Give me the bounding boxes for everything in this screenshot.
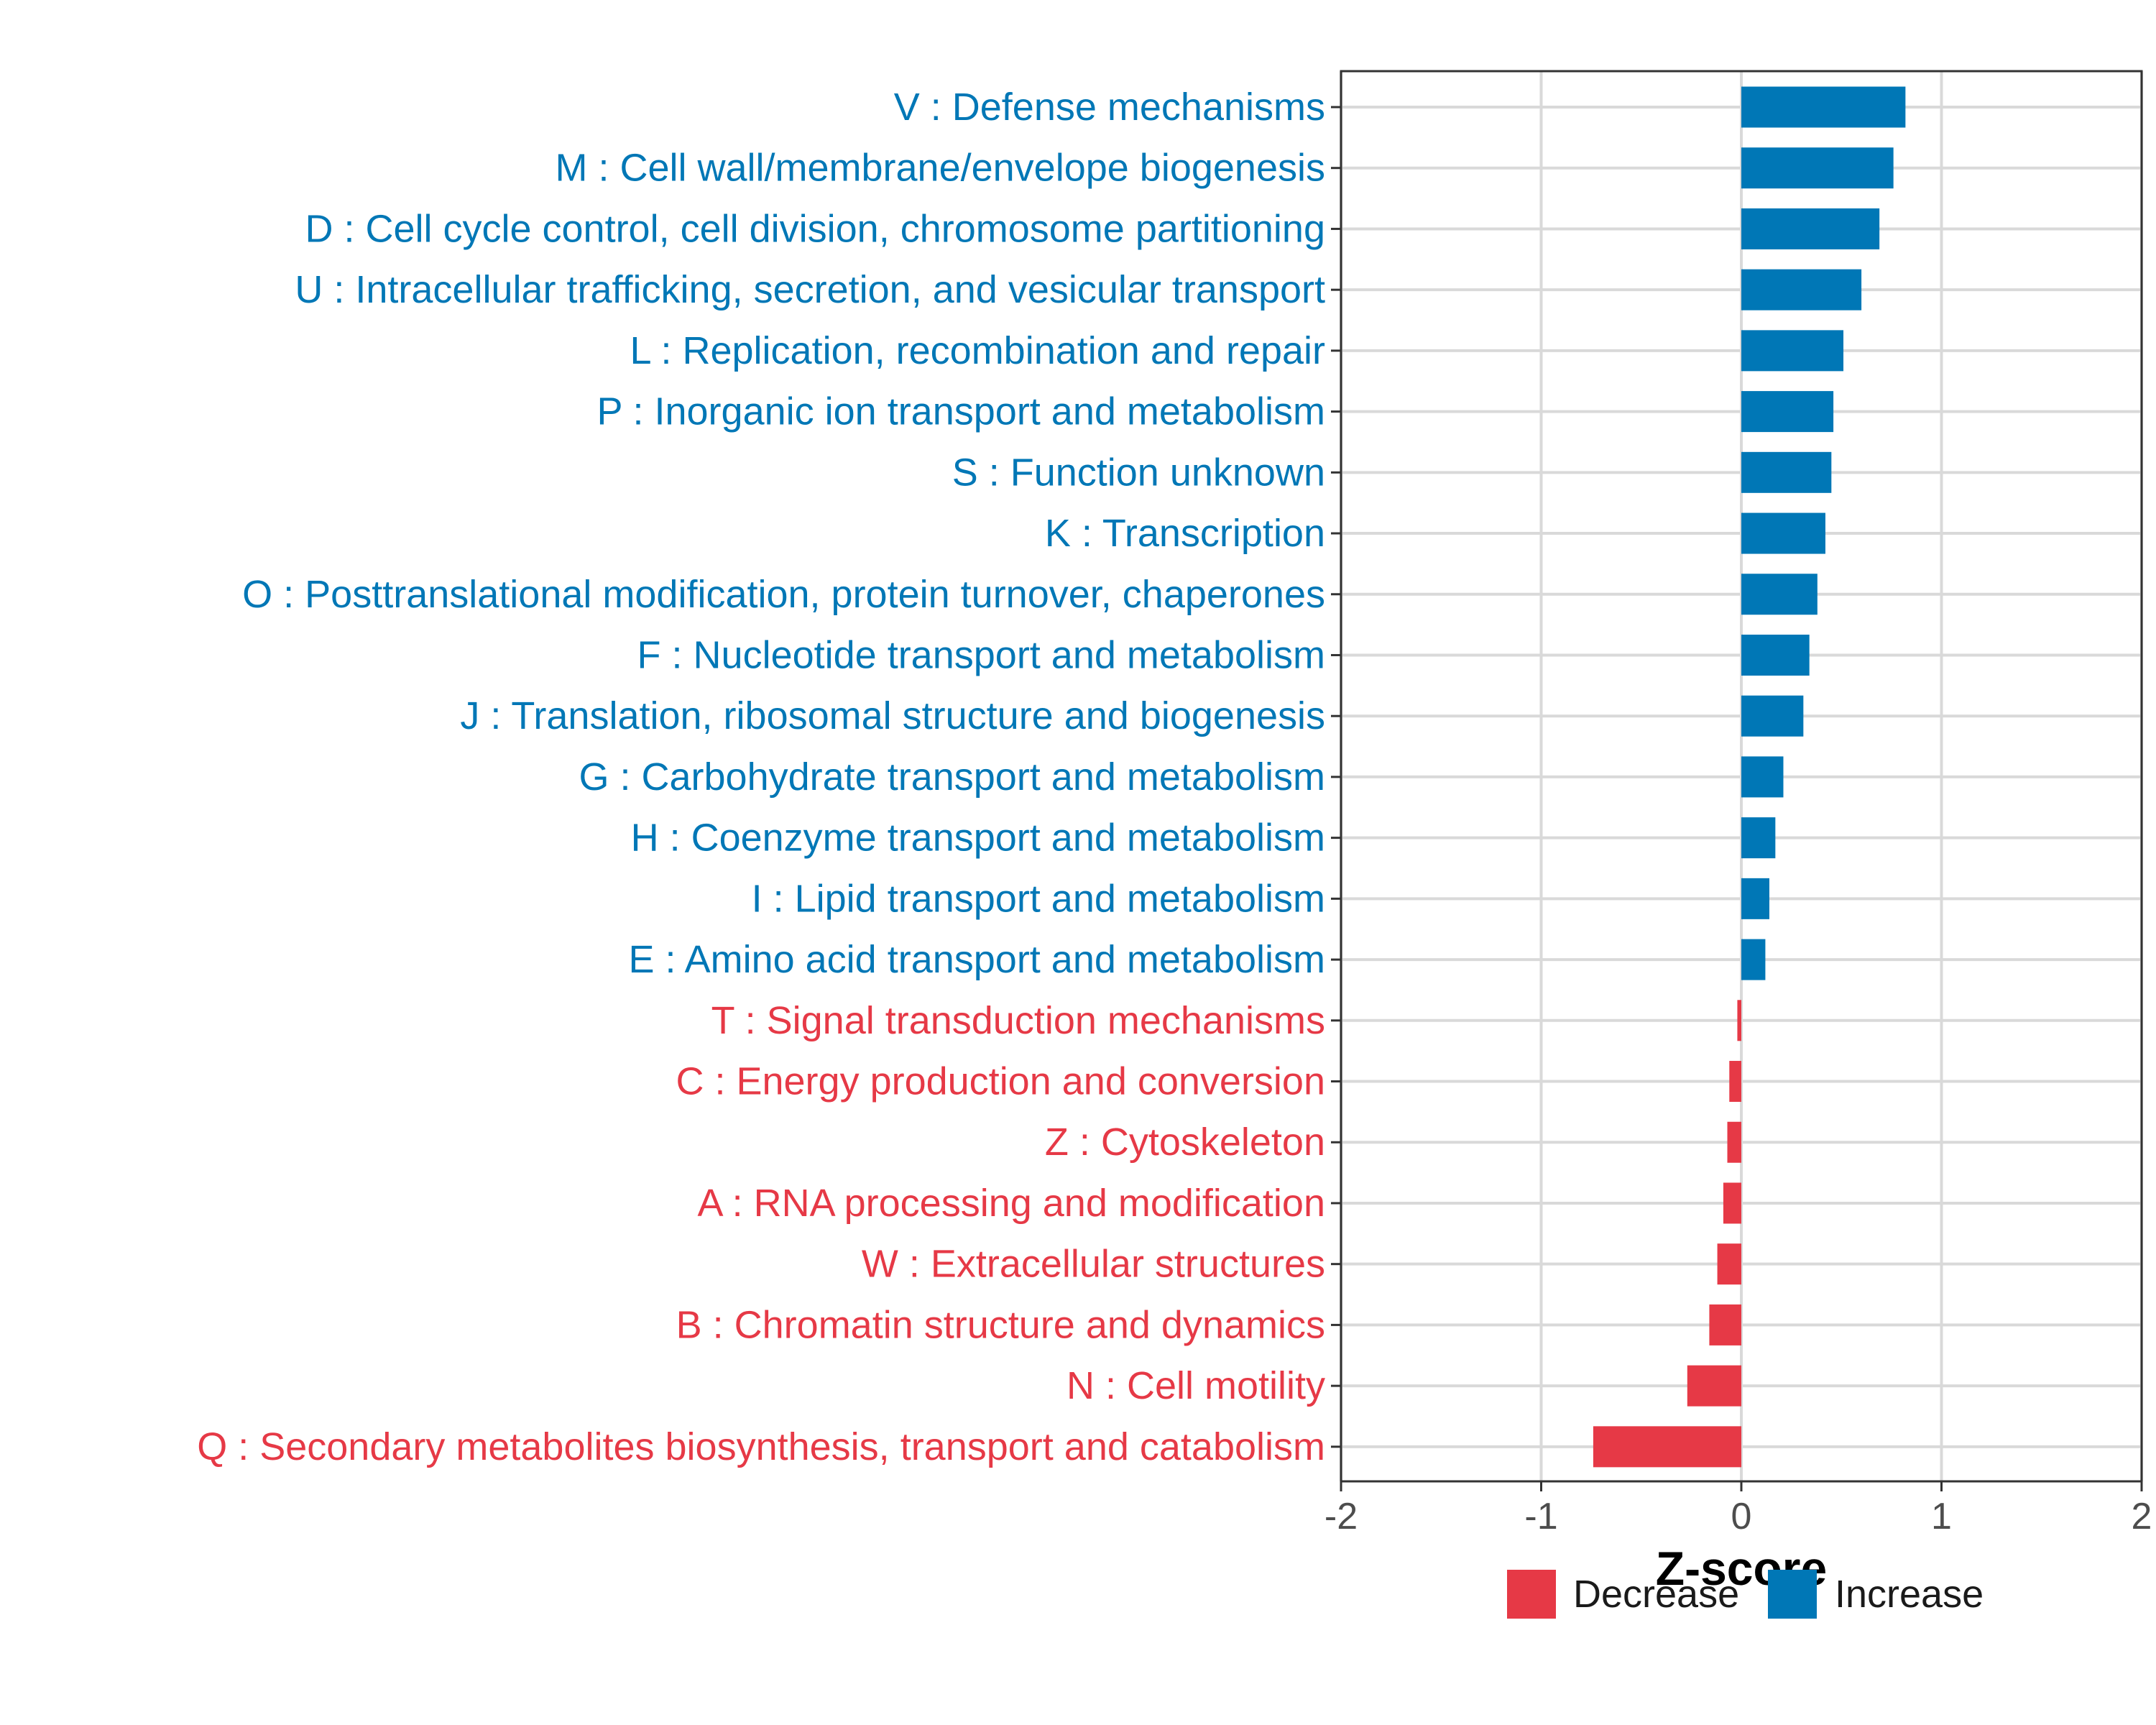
category-label: S : Function unknown xyxy=(952,451,1325,494)
legend-label: Decrease xyxy=(1573,1573,1739,1616)
category-label: L : Replication, recombination and repai… xyxy=(630,329,1325,372)
bar xyxy=(1741,695,1804,737)
bar xyxy=(1723,1182,1741,1224)
x-axis-ticks: -2 -1 0 1 2 xyxy=(1325,106,2152,1537)
bar xyxy=(1741,878,1769,919)
x-tick-label: 1 xyxy=(1931,1496,1952,1537)
category-label: D : Cell cycle control, cell division, c… xyxy=(305,207,1325,250)
bar xyxy=(1741,756,1784,798)
category-label: W : Extracellular structures xyxy=(862,1243,1325,1286)
category-label: H : Coenzyme transport and metabolism xyxy=(631,816,1325,860)
bar xyxy=(1741,86,1906,128)
bars xyxy=(1593,86,1906,1468)
category-label: O : Posttranslational modification, prot… xyxy=(242,573,1325,616)
bar xyxy=(1741,269,1862,310)
legend-swatch xyxy=(1768,1570,1817,1619)
x-tick-label: 2 xyxy=(2132,1496,2152,1537)
x-tick-label: -2 xyxy=(1325,1496,1358,1537)
category-label: Q : Secondary metabolites biosynthesis, … xyxy=(197,1425,1325,1468)
bar xyxy=(1741,574,1818,615)
category-label: J : Translation, ribosomal structure and… xyxy=(460,694,1325,737)
bar xyxy=(1741,451,1832,493)
category-label: Z : Cytoskeleton xyxy=(1045,1121,1325,1164)
bar xyxy=(1741,330,1844,372)
bar xyxy=(1737,1000,1741,1041)
bar xyxy=(1741,939,1766,980)
category-label: N : Cell motility xyxy=(1067,1364,1325,1407)
category-label: C : Energy production and conversion xyxy=(676,1060,1325,1103)
bar xyxy=(1741,208,1880,249)
category-label: F : Nucleotide transport and metabolism xyxy=(637,633,1325,676)
bar xyxy=(1741,817,1776,859)
category-label: K : Transcription xyxy=(1045,512,1325,555)
bar xyxy=(1709,1304,1741,1346)
bar xyxy=(1741,634,1810,676)
x-tick-label: -1 xyxy=(1524,1496,1557,1537)
bar xyxy=(1729,1061,1741,1103)
legend-swatch xyxy=(1507,1570,1556,1619)
category-label: A : RNA processing and modification xyxy=(698,1182,1325,1225)
category-labels: V : Defense mechanisms M : Cell wall/memb… xyxy=(197,86,1325,1468)
bar xyxy=(1741,512,1825,554)
legend-label: Increase xyxy=(1835,1573,1984,1616)
category-label: V : Defense mechanisms xyxy=(894,86,1325,129)
bar xyxy=(1593,1426,1741,1468)
bar xyxy=(1717,1243,1741,1285)
category-label: G : Carbohydrate transport and metabolis… xyxy=(579,755,1326,799)
legend: Decrease Increase xyxy=(1507,1570,1984,1619)
category-label: E : Amino acid transport and metabolism xyxy=(629,938,1325,981)
category-label: M : Cell wall/membrane/envelope biogenes… xyxy=(555,147,1325,190)
category-label: B : Chromatin structure and dynamics xyxy=(676,1303,1325,1346)
category-label: P : Inorganic ion transport and metaboli… xyxy=(596,390,1325,433)
bar xyxy=(1741,391,1834,433)
bar xyxy=(1741,147,1894,189)
bar xyxy=(1727,1121,1741,1163)
bar xyxy=(1687,1365,1741,1407)
x-tick-label: 0 xyxy=(1731,1496,1752,1537)
category-label: I : Lipid transport and metabolism xyxy=(752,877,1325,920)
category-label: U : Intracellular trafficking, secretion… xyxy=(295,268,1325,311)
category-label: T : Signal transduction mechanisms xyxy=(711,999,1325,1042)
